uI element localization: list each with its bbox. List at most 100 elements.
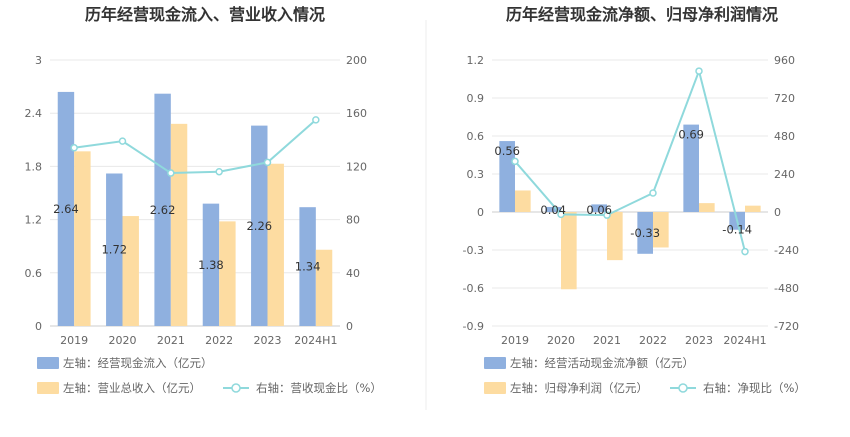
chart2-bar-secondary	[653, 212, 669, 248]
chart2-x-tick-label: 2021	[593, 334, 621, 347]
chart1-ratio-point	[70, 144, 78, 152]
chart2-right-tick-label: -720	[774, 320, 799, 333]
chart1-ratio-line	[74, 119, 317, 175]
chart1-left-tick-label: 1.2	[25, 214, 43, 227]
chart1-right-tick-label: 160	[346, 107, 367, 120]
chart2-right-tick-label: 960	[774, 54, 795, 67]
chart1-bar-primary	[106, 173, 123, 326]
chart2-x-tick-label: 2023	[685, 334, 713, 347]
chart1-data-label: 2.26	[246, 219, 272, 233]
chart2-data-label: -0.33	[630, 226, 660, 240]
chart2-legend-label-secondary: 左轴：归母净利润（亿元）	[510, 381, 648, 395]
chart1-bar-primary	[154, 93, 171, 327]
chart1-data-label: 2.64	[53, 202, 79, 216]
chart2-x-tick-label: 2022	[639, 334, 667, 347]
chart1-data-label: 2.62	[150, 203, 176, 217]
chart2-bar-primary	[499, 141, 515, 212]
chart2-ratio-point	[603, 211, 611, 219]
chart2-left-tick-label: -0.9	[463, 320, 484, 333]
chart2-right-tick-label: 240	[774, 168, 795, 181]
chart2-bar-secondary	[515, 190, 531, 212]
chart1-left-tick-label: 0.6	[25, 267, 43, 280]
chart2-bar-primary	[545, 206, 561, 212]
chart2-legend-label-primary: 左轴：经营活动现金流净额（亿元）	[510, 356, 694, 370]
chart2-right-tick-label: 720	[774, 92, 795, 105]
chart2-right-tick-label: 480	[774, 130, 795, 143]
chart2-left-tick-label: 0.6	[467, 130, 485, 143]
chart1-x-tick-label: 2022	[205, 334, 233, 347]
chart1-data-label: 1.38	[198, 258, 224, 272]
chart2-bar-primary	[683, 124, 699, 212]
chart1-left-tick-label: 0	[35, 320, 42, 333]
chart1-left-tick-label: 2.4	[25, 107, 43, 120]
chart1-ratio-point	[215, 167, 223, 176]
chart1-right-tick-label: 80	[346, 214, 360, 227]
chart2-data-label: 0.04	[540, 203, 566, 217]
chart1-legend-label-line: 右轴：营收现金比（%）	[256, 381, 382, 395]
chart2-right-tick-label: -480	[774, 282, 799, 295]
chart1-right-tick-label: 0	[346, 320, 353, 333]
chart2-legend-swatch-secondary	[484, 382, 506, 394]
chart1-left-tick-label: 1.8	[25, 160, 43, 173]
chart2-right-tick-label: -240	[774, 244, 799, 257]
chart1-bar-primary	[299, 207, 316, 326]
chart2-data-label: 0.06	[586, 203, 612, 217]
chart2-bar-secondary	[561, 212, 577, 290]
chart2-left-tick-label: -0.6	[463, 282, 484, 295]
chart2-data-label: 0.56	[494, 144, 520, 158]
chart2-bar-secondary	[607, 212, 623, 261]
chart2-x-tick-label: 2019	[501, 334, 529, 347]
chart1-bar-secondary	[170, 123, 188, 326]
chart2-bar-primary	[637, 212, 653, 254]
chart2-data-label: 0.69	[678, 128, 704, 142]
chart1-data-label: 1.72	[101, 243, 127, 257]
chart1-x-tick-label: 2023	[254, 334, 282, 347]
chart1-right-tick-label: 200	[346, 54, 367, 67]
chart2-x-tick-label: 2024H1	[723, 334, 766, 347]
chart1-bar-secondary	[315, 249, 333, 326]
chart1-right-tick-label: 120	[346, 160, 367, 173]
chart2-legend-swatch-marker	[678, 383, 688, 393]
chart2-left-tick-label: 0.3	[467, 168, 485, 181]
chart2-left-tick-label: 0.9	[467, 92, 485, 105]
chart1-legend-label-secondary: 左轴：营业总收入（亿元）	[63, 381, 201, 395]
chart2-right-tick-label: 0	[774, 206, 781, 219]
chart1-data-label: 1.34	[295, 260, 321, 274]
chart1-x-tick-label: 2024H1	[294, 334, 337, 347]
chart1-legend-swatch-secondary	[37, 382, 59, 394]
chart2-data-label: -0.14	[722, 223, 752, 237]
chart1-bar-primary	[251, 125, 268, 326]
chart2-ratio-line	[514, 67, 746, 252]
chart1-legend-label-primary: 左轴：经营现金流入（亿元）	[63, 356, 213, 370]
chart2-legend-label-line: 右轴：净现比（%）	[703, 381, 806, 395]
chart1-x-tick-label: 2019	[60, 334, 88, 347]
chart2-ratio-point	[695, 67, 703, 75]
chart2-ratio-point	[557, 210, 565, 219]
chart1-bar-primary	[57, 91, 75, 326]
chart1-bar-secondary	[219, 221, 236, 326]
chart2-bar-secondary	[699, 203, 715, 212]
chart2-left-tick-label: 1.2	[467, 54, 485, 67]
chart1-legend-swatch-marker	[231, 383, 241, 393]
chart1-bar-primary	[202, 203, 220, 326]
chart2-bar-primary	[591, 204, 607, 212]
chart2-ratio-point	[741, 247, 749, 256]
chart2-x-tick-label: 2020	[547, 334, 575, 347]
chart1-bar-secondary	[74, 151, 91, 326]
chart2-ratio-point	[649, 189, 657, 197]
chart1-x-tick-label: 2021	[157, 334, 185, 347]
chart1-ratio-point	[167, 169, 175, 177]
chart1-legend-swatch-primary	[37, 357, 59, 369]
chart1-bar-secondary	[267, 163, 284, 326]
chart2-ratio-point	[511, 157, 519, 166]
chart2-title: 历年经营现金流净额、归母净利润情况	[506, 5, 778, 24]
chart1-ratio-point	[118, 137, 127, 145]
chart2-left-tick-label: -0.3	[463, 244, 484, 257]
chart1-title: 历年经营现金流入、营业收入情况	[85, 5, 325, 24]
chart2-bar-secondary	[745, 205, 761, 212]
chart1-right-tick-label: 40	[346, 267, 360, 280]
chart1-bar-secondary	[122, 216, 139, 326]
chart2-legend-swatch-primary	[484, 357, 506, 369]
chart1-ratio-point	[263, 158, 272, 167]
